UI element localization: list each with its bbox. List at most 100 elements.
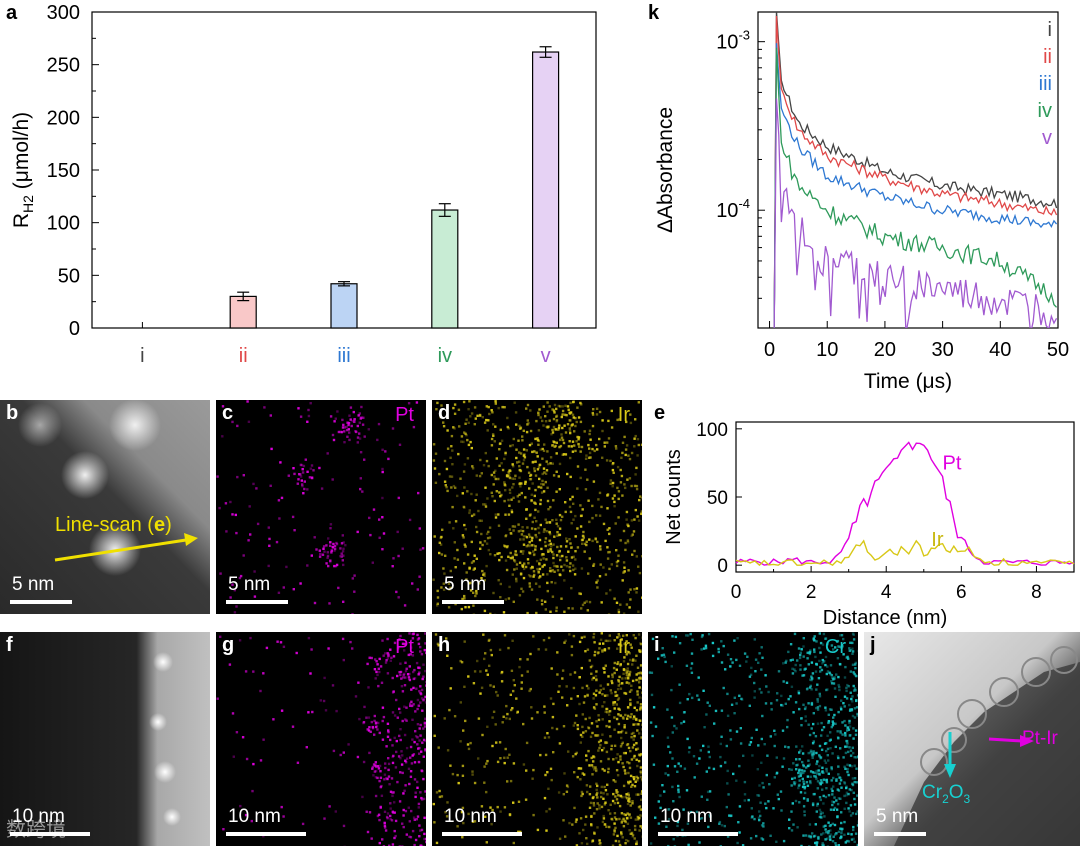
- x-tick-label: 30: [931, 339, 953, 361]
- map-pixels: [432, 632, 642, 846]
- haadf-image: [0, 632, 210, 846]
- x-axis-label: Time (μs): [864, 370, 952, 393]
- y-axis-label: ΔAbsorbance: [654, 107, 677, 233]
- bar: [229, 295, 257, 329]
- element-label: Ir: [617, 404, 630, 426]
- x-tick-label: 0: [731, 582, 742, 603]
- particle: [18, 403, 62, 447]
- panel-a-label: a: [6, 2, 18, 24]
- particle: [154, 761, 176, 783]
- linescan-label: Line-scan (e): [55, 514, 172, 536]
- y-axis-label: Net counts: [663, 449, 685, 545]
- x-tick-label: iii: [337, 345, 350, 367]
- y-tick-label: 250: [47, 55, 80, 77]
- scale-bar: 5 nm: [10, 574, 72, 604]
- x-tick-label: 50: [1047, 339, 1069, 361]
- series-label-ir: Ir: [931, 529, 944, 551]
- series-line-Ir: [735, 539, 1075, 567]
- particle: [61, 451, 109, 499]
- bar: [431, 209, 459, 329]
- series-line-iv: [773, 47, 1058, 328]
- x-tick-label: iv: [438, 345, 452, 367]
- legend-entry: v: [1042, 127, 1052, 149]
- y-tick-label: 50: [707, 488, 728, 509]
- legend-entry: ii: [1043, 46, 1052, 68]
- series-line-i: [773, 12, 1058, 328]
- panel-c-label: c: [222, 402, 234, 424]
- panel-j-label: j: [870, 634, 876, 656]
- x-axis-label: Distance (nm): [823, 607, 947, 628]
- panel-f: f 10 nm 数跨境: [0, 632, 210, 846]
- map-pixels: [432, 400, 642, 614]
- panel-c: c Pt 5 nm: [216, 400, 426, 614]
- series-label-pt: Pt: [943, 453, 962, 475]
- x-tick-label: 2: [806, 582, 817, 603]
- panel-b-label: b: [6, 402, 19, 424]
- panel-d: d Ir 5 nm: [432, 400, 642, 614]
- cr-map: [648, 632, 858, 846]
- crystal-region: [894, 662, 1080, 846]
- hrtem-image: [864, 632, 1080, 846]
- legend-entry: iii: [1039, 73, 1052, 95]
- pt-ir-arrow: [988, 737, 1023, 743]
- arrowhead-icon: [1020, 735, 1034, 747]
- element-label: Pt: [395, 636, 414, 658]
- particle: [109, 400, 161, 451]
- linescan-chart: 0 2 4 6 8 0 50 100 Distance (nm) Net counts Pt Ir: [663, 420, 1075, 628]
- panel-g: g Pt 10 nm: [216, 632, 426, 846]
- series-line-v: [773, 98, 1058, 328]
- y-tick-label: 100: [696, 420, 728, 441]
- y-tick-label: 10-3: [716, 28, 750, 54]
- panel-j: j Pt-Ir Cr2O3 5 nm: [864, 632, 1080, 846]
- scale-bar: 10 nm: [10, 806, 90, 836]
- arrowhead-icon: [944, 764, 956, 778]
- element-label: Pt: [395, 404, 414, 426]
- scale-bar: 5 nm: [874, 806, 926, 836]
- series-line-iii: [773, 43, 1058, 328]
- pt-ir-label: Pt-Ir: [1022, 728, 1058, 749]
- bar: [531, 51, 560, 329]
- x-tick-label: i: [140, 345, 144, 367]
- panel-g-label: g: [222, 634, 235, 656]
- watermark: 数跨境: [6, 817, 66, 841]
- panel-d-label: d: [438, 402, 451, 424]
- x-tick-label: 40: [989, 339, 1011, 361]
- plot-frame: [757, 11, 1059, 329]
- haadf-image: [0, 400, 210, 614]
- panel-f-label: f: [6, 634, 13, 656]
- scale-bar: 10 nm: [226, 806, 306, 836]
- scale-bar: 10 nm: [658, 806, 738, 836]
- x-tick-label: 0: [764, 339, 775, 361]
- y-axis-label: RH2 (μmol/h): [10, 112, 36, 228]
- panel-b: b Line-scan (e) 5 nm: [0, 400, 210, 614]
- x-tick-label: 6: [956, 582, 967, 603]
- panel-h: h Ir 10 nm: [432, 632, 642, 846]
- panel-e: e 0 2 4 6 8 0 50 100 Distance (nm) Net counts Pt Ir: [648, 400, 1080, 628]
- cr2o3-label: Cr2O3: [922, 782, 971, 806]
- map-pixels: [216, 632, 426, 846]
- panel-k-label: k: [648, 2, 660, 24]
- legend-entry: iv: [1038, 100, 1052, 122]
- panel-e-label: e: [654, 402, 666, 424]
- scale-bar: 5 nm: [442, 574, 504, 604]
- panel-k: k 0 10 20 30 40 50 10-3 10-4 Time (μs) ΔAbsorbanc…: [618, 0, 1080, 400]
- x-tick-label: v: [541, 345, 551, 367]
- series-line-ii: [773, 15, 1058, 328]
- y-tick-label: 200: [47, 107, 80, 129]
- decay-chart: 0 10 20 30 40 50 10-3 10-4 Time (μs) ΔAbsorbance i…: [654, 11, 1069, 393]
- panel-h-label: h: [438, 634, 451, 656]
- particle: [153, 652, 173, 672]
- panel-i-label: i: [654, 634, 660, 656]
- ir-map: [432, 400, 642, 614]
- scale-bar: 5 nm: [226, 574, 288, 604]
- y-tick-label: 300: [47, 2, 80, 24]
- map-pixels: [648, 632, 858, 846]
- y-tick-label: 10-4: [716, 196, 750, 222]
- bar: [330, 283, 358, 329]
- x-tick-label: 20: [874, 339, 896, 361]
- particle-outlines: [920, 646, 1078, 776]
- particle: [149, 713, 167, 731]
- panel-a: a 0 50 100 150 200 250 300 i ii iii iv v RH2 (μmol/h…: [0, 0, 610, 380]
- arrowhead-icon: [184, 533, 198, 546]
